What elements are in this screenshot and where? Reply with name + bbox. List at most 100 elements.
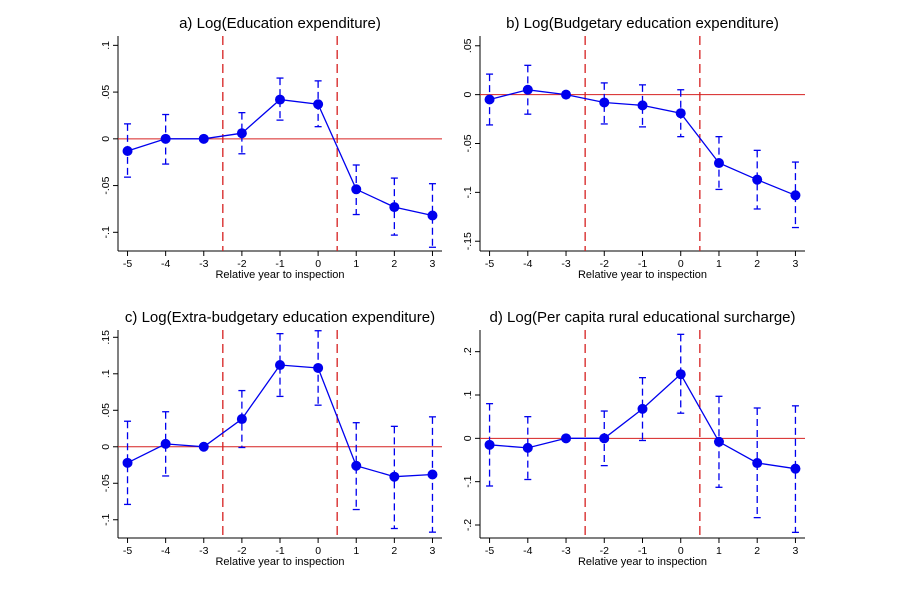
- x-tick-label: 2: [391, 258, 397, 270]
- y-tick-label: .1: [100, 369, 112, 378]
- y-tick-label: -.05: [462, 134, 474, 152]
- x-tick-label: -1: [275, 258, 284, 270]
- data-point: [637, 100, 648, 111]
- y-tick-label: 0: [462, 92, 474, 98]
- x-tick-label: -3: [199, 545, 208, 557]
- y-tick-label: .05: [100, 403, 112, 418]
- y-tick-label: .1: [462, 390, 474, 399]
- x-tick-label: 2: [391, 545, 397, 557]
- x-tick-label: 1: [353, 545, 359, 557]
- x-tick-label: -2: [600, 258, 609, 270]
- x-tick-label: 1: [716, 545, 722, 557]
- data-point: [313, 362, 324, 373]
- data-point: [484, 439, 495, 450]
- x-tick-label: 1: [353, 258, 359, 270]
- x-tick-label: 0: [678, 258, 684, 270]
- x-tick-label: -2: [237, 258, 246, 270]
- chart-title: a) Log(Education expenditure): [179, 15, 381, 32]
- panel-d: d) Log(Per capita rural educational surc…: [462, 309, 805, 568]
- data-point: [522, 442, 533, 453]
- chart-title: c) Log(Extra-budgetary education expendi…: [125, 309, 435, 326]
- data-point: [599, 97, 610, 108]
- data-point: [427, 469, 438, 480]
- data-point: [790, 463, 801, 474]
- x-tick-label: 3: [793, 545, 799, 557]
- data-point: [522, 84, 533, 95]
- x-tick-label: -3: [561, 258, 570, 270]
- data-point: [160, 438, 171, 449]
- y-tick-label: .05: [462, 38, 474, 53]
- data-point: [561, 433, 572, 444]
- x-tick-label: 3: [430, 258, 436, 270]
- data-point: [160, 133, 171, 144]
- x-tick-label: 1: [716, 258, 722, 270]
- x-tick-label: 3: [793, 258, 799, 270]
- y-tick-label: .2: [462, 347, 474, 356]
- y-tick-label: -.15: [462, 232, 474, 250]
- data-point: [122, 145, 133, 156]
- data-point: [351, 460, 362, 471]
- data-point: [427, 210, 438, 221]
- y-tick-label: -.1: [100, 513, 112, 525]
- x-tick-label: 0: [315, 545, 321, 557]
- data-point: [389, 202, 400, 213]
- x-tick-label: -1: [638, 258, 647, 270]
- chart-title: b) Log(Budgetary education expenditure): [506, 15, 779, 32]
- data-point: [599, 433, 610, 444]
- x-axis-label: Relative year to inspection: [578, 269, 707, 281]
- x-tick-label: -4: [523, 258, 532, 270]
- x-tick-label: -3: [561, 545, 570, 557]
- x-tick-label: -1: [275, 545, 284, 557]
- x-axis-label: Relative year to inspection: [215, 269, 344, 281]
- data-point: [198, 441, 209, 452]
- y-tick-label: -.2: [462, 519, 474, 531]
- x-tick-label: -5: [485, 258, 494, 270]
- data-point: [675, 369, 686, 380]
- y-tick-label: -.1: [100, 226, 112, 238]
- x-tick-label: -4: [523, 545, 532, 557]
- x-tick-label: -4: [161, 258, 170, 270]
- data-point: [236, 414, 247, 425]
- x-tick-label: -4: [161, 545, 170, 557]
- y-tick-label: 0: [100, 444, 112, 450]
- y-tick-label: -.1: [462, 475, 474, 487]
- x-tick-label: 2: [754, 258, 760, 270]
- data-point: [675, 108, 686, 119]
- data-point: [561, 89, 572, 100]
- panel-a: a) Log(Education expenditure) -.1 -.05 0 .05…: [100, 15, 442, 281]
- data-point: [484, 94, 495, 105]
- x-axis-label: Relative year to inspection: [215, 556, 344, 568]
- x-tick-label: -2: [600, 545, 609, 557]
- data-point: [713, 436, 724, 447]
- x-tick-label: -3: [199, 258, 208, 270]
- x-tick-label: 0: [678, 545, 684, 557]
- x-tick-label: -5: [485, 545, 494, 557]
- data-point: [275, 360, 285, 371]
- data-point: [198, 133, 209, 144]
- data-point: [313, 99, 324, 110]
- x-tick-label: 0: [315, 258, 321, 270]
- data-point: [752, 458, 763, 469]
- y-tick-label: .1: [100, 41, 112, 50]
- series-line: [489, 373, 796, 470]
- y-tick-label: .05: [100, 85, 112, 100]
- data-point: [637, 403, 648, 414]
- data-point: [236, 128, 247, 139]
- data-point: [275, 94, 285, 105]
- y-tick-label: 0: [462, 435, 474, 441]
- x-axis-label: Relative year to inspection: [578, 556, 707, 568]
- panel-c: c) Log(Extra-budgetary education expendi…: [100, 309, 442, 568]
- data-point: [389, 471, 400, 482]
- panel-b: b) Log(Budgetary education expenditure) -…: [462, 15, 805, 281]
- x-tick-label: 3: [430, 545, 436, 557]
- y-tick-label: -.1: [462, 186, 474, 198]
- x-tick-label: 2: [754, 545, 760, 557]
- x-tick-label: -5: [123, 258, 132, 270]
- x-tick-label: -1: [638, 545, 647, 557]
- x-tick-label: -5: [123, 545, 132, 557]
- y-tick-label: 0: [100, 136, 112, 142]
- data-point: [713, 158, 724, 169]
- data-point: [122, 457, 133, 468]
- y-tick-label: -.05: [100, 474, 112, 492]
